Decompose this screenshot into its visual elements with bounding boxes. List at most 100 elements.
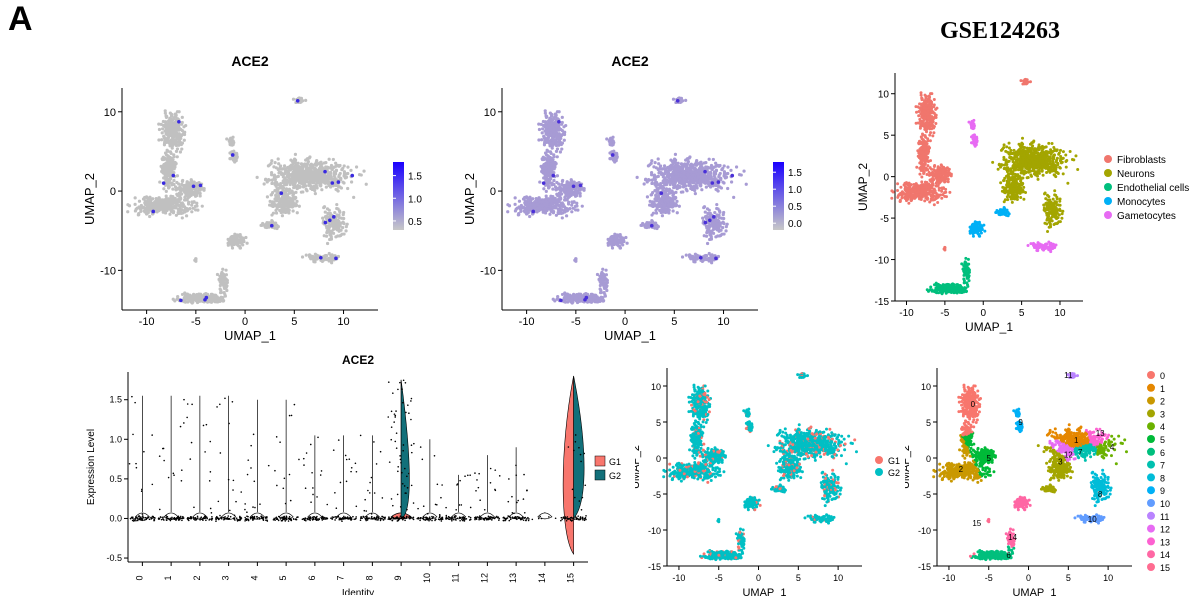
x-tick-label: 0	[980, 308, 986, 319]
legend-label: Endothelial cells	[1117, 183, 1189, 194]
x-tick-label: -10	[899, 308, 914, 319]
y-tick-label: 0.0	[109, 513, 122, 523]
legend-label: Neurons	[1117, 169, 1155, 180]
x-tick-label: -10	[139, 316, 155, 328]
y-axis-label: UMAP_2	[82, 173, 97, 225]
violin-points	[186, 403, 214, 522]
x-tick-label: 5	[671, 316, 677, 328]
x-tick-label: 10	[717, 316, 729, 328]
cluster-label: 1	[1074, 436, 1079, 445]
cluster-label: 8	[1098, 490, 1103, 499]
legend-swatch	[1147, 537, 1155, 546]
legend-label: G2	[609, 471, 621, 481]
colorbar-tick-label: 1.0	[788, 185, 802, 196]
ace2-cell-point	[191, 184, 196, 189]
y-tick-label: -5	[880, 214, 889, 225]
legend-swatch	[1147, 473, 1155, 482]
legend-swatch	[1147, 409, 1155, 418]
legend: Fibroblasts Neurons Endothelial cells Monoc…	[1104, 155, 1189, 222]
cluster-label: 11	[1064, 371, 1073, 380]
x-tick-label: -10	[942, 573, 955, 583]
ace2-cell-point	[714, 256, 718, 261]
ace2-cell-point	[703, 220, 708, 225]
umap-cluster-plot: -10 -5 0 5 10-15-10-50510UMAP_1UMAP_20123456…	[905, 368, 1170, 597]
cluster-label: 15	[972, 519, 981, 528]
ace2-cell-point	[699, 255, 703, 260]
y-axis-label: UMAP_2	[856, 163, 870, 211]
ace2-cell-point	[319, 255, 323, 260]
cluster-label: 10	[1088, 515, 1097, 524]
y-tick-label: -10	[480, 265, 496, 277]
ace2-cell-point	[571, 184, 576, 189]
legend-label: 1	[1160, 384, 1165, 394]
colorbar-tick-label: 0.0	[788, 219, 802, 230]
y-tick-label: -5	[923, 490, 931, 500]
umap-points	[662, 371, 858, 562]
x-axis-label: UMAP_1	[1012, 587, 1056, 597]
x-tick-label: 0	[622, 316, 628, 328]
violin-points	[157, 398, 185, 522]
violin-points	[560, 434, 587, 522]
violin-points	[244, 433, 270, 522]
x-tick-label: 12	[479, 573, 489, 583]
y-tick-label: -10	[918, 526, 931, 536]
violin-points	[473, 467, 501, 521]
ace2-cell-point	[177, 119, 181, 124]
legend-swatch	[594, 455, 606, 467]
ace2-cell-point	[230, 153, 235, 157]
x-tick-label: 5	[1019, 308, 1025, 319]
legend-label: 13	[1160, 537, 1170, 547]
y-tick-label: -15	[918, 562, 931, 572]
x-tick-label: 10	[833, 573, 843, 583]
ace2-expressing-cells	[151, 99, 355, 303]
violin-points	[359, 434, 386, 522]
legend-swatch	[875, 456, 883, 464]
ace2-cell-point	[330, 181, 335, 185]
ace2-cell-point	[328, 218, 332, 223]
violin-points	[387, 379, 415, 522]
ace2-cell-point	[198, 183, 203, 188]
y-tick-label: 0	[656, 454, 661, 464]
ace2-cell-point	[171, 173, 176, 178]
y-tick-label: 10	[104, 107, 116, 119]
cluster-label: 5	[987, 454, 992, 463]
x-axis-label: Identity	[342, 588, 374, 595]
ace2-cell-point	[161, 181, 166, 185]
cluster-label: 6	[1006, 551, 1011, 560]
cluster-label: 2	[959, 465, 964, 474]
x-tick-label: 5	[291, 316, 297, 328]
legend-label: 11	[1160, 512, 1169, 522]
ace2-cell-point	[551, 173, 556, 178]
legend-label: 9	[1160, 486, 1165, 496]
violin-points	[128, 395, 156, 522]
legend-swatch	[1104, 155, 1112, 163]
legend-swatch	[1104, 183, 1112, 191]
colorbar-tick-label: 1.0	[408, 194, 422, 205]
legend-swatch	[1147, 486, 1155, 495]
x-tick-label: 5	[278, 575, 288, 580]
ace2-cell-point	[710, 181, 715, 185]
umap-ace2-feature-plot-gray: -10 -5 0 5 10 -10 0 10 UMAP_1 UMAP_2 ACE2 0.5 1.0 1.5	[82, 53, 422, 343]
ace2-cell-point	[331, 215, 336, 219]
cluster-label: 14	[1008, 533, 1017, 542]
y-tick-label: -5	[653, 490, 661, 500]
y-tick-label: 0.5	[109, 474, 122, 484]
y-tick-label: 0	[926, 454, 931, 464]
ace2-cell-point	[716, 180, 721, 184]
x-tick-label: 10	[337, 316, 349, 328]
y-axis-label: UMAP_2	[635, 445, 642, 489]
y-tick-label: 5	[926, 418, 931, 428]
x-axis-label: UMAP_1	[965, 320, 1013, 334]
x-tick-label: 2	[192, 575, 202, 580]
x-tick-label: 13	[508, 573, 518, 583]
ace2-cell-point	[708, 218, 712, 223]
dataset-title: GSE124263	[940, 18, 1061, 44]
legend-label: 2	[1160, 397, 1165, 407]
figure-label: A	[8, 0, 33, 38]
y-tick-label: 5	[656, 418, 661, 428]
ace2-cell-point	[531, 209, 536, 214]
cluster-label: 4	[1110, 443, 1115, 452]
x-tick-label: -10	[672, 573, 685, 583]
x-tick-label: 0	[134, 575, 144, 580]
